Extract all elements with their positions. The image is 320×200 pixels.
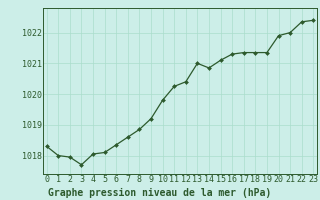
- Text: Graphe pression niveau de la mer (hPa): Graphe pression niveau de la mer (hPa): [48, 188, 272, 198]
